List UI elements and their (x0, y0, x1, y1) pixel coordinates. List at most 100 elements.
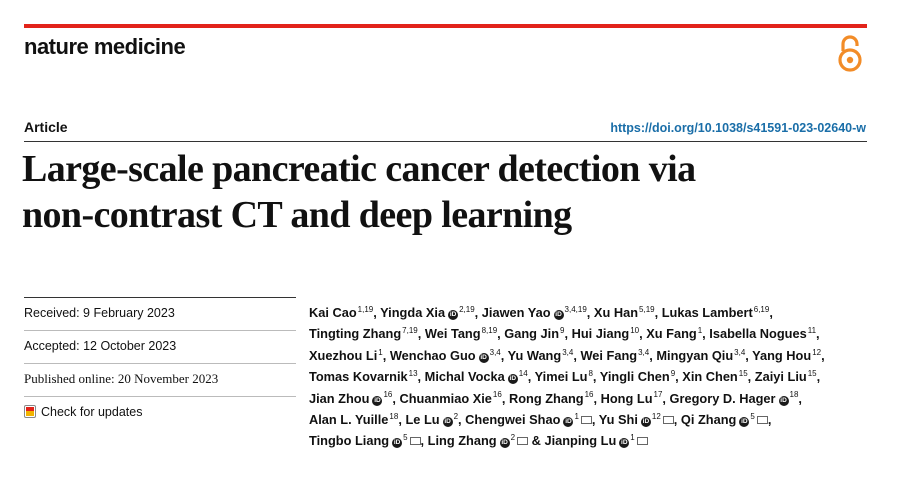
author-name-text: Michal Vocka (424, 369, 505, 385)
author-name[interactable]: Chengwei Shao iD1, (465, 411, 596, 428)
check-for-updates-button[interactable]: Check for updates (24, 396, 296, 426)
orcid-icon[interactable]: iD (499, 438, 510, 449)
author-name[interactable]: Chuanmiao Xie16, (399, 390, 506, 406)
email-icon[interactable] (756, 416, 768, 425)
author-name[interactable]: & Jianping Lu iD1 (532, 433, 648, 449)
author-affiliation: 16 (584, 390, 594, 400)
orcid-icon[interactable]: iD (778, 395, 789, 406)
author-affiliation: 2,19 (459, 304, 475, 314)
author-name[interactable]: Xin Chen15, (682, 368, 752, 385)
author-affiliation: 2 (510, 433, 516, 443)
author-name[interactable]: Isabella Nogues11, (709, 326, 820, 342)
author-affiliation: 16 (383, 390, 393, 400)
author-name[interactable]: Xu Han5,19, (593, 304, 659, 320)
author-list: Kai Cao1,19, Yingda Xia iD2,19, Jiawen Ya… (309, 302, 869, 452)
email-icon[interactable] (409, 437, 421, 446)
article-type: Article (24, 119, 68, 135)
author-name[interactable]: Yu Shi iD12, (598, 411, 678, 428)
author-name[interactable]: Gregory D. Hager iD18, (669, 390, 802, 406)
author-affiliation: 16 (492, 390, 502, 400)
author-name[interactable]: Wei Tang8,19, (424, 326, 501, 342)
journal-name[interactable]: nature medicine (24, 34, 186, 59)
orcid-icon[interactable]: iD (448, 310, 459, 320)
article-title: Large-scale pancreatic cancer detection … (22, 146, 872, 238)
author-name[interactable]: Xuezhou Li1, (309, 347, 387, 363)
author-affiliation: 1,19 (357, 304, 374, 314)
author-name[interactable]: Rong Zhang16, (508, 390, 598, 406)
author-name[interactable]: Wenchao Guo iD3,4, (389, 347, 505, 363)
email-icon[interactable] (517, 437, 529, 446)
author-name[interactable]: Wei Fang3,4, (580, 347, 653, 363)
orcid-icon[interactable]: iD (392, 438, 403, 449)
author-affiliation: 3,4 (562, 347, 574, 357)
orcid-icon[interactable]: iD (553, 310, 564, 320)
orcid-icon[interactable]: iD (739, 417, 750, 428)
author-affiliation: 14 (518, 368, 528, 378)
author-name-text: Lukas Lambert (661, 305, 753, 320)
header-divider (24, 141, 867, 142)
author-name-text: Yu Wang (507, 347, 562, 363)
author-name-text: Jianping Lu (544, 433, 617, 449)
author-name-text: Xin Chen (682, 369, 738, 385)
author-name[interactable]: Xu Fang1, (646, 326, 706, 342)
author-name-text: Ling Zhang (427, 433, 497, 449)
author-affiliation: 9 (670, 368, 676, 378)
email-icon[interactable] (580, 416, 592, 425)
header-accent-rule (24, 24, 867, 28)
author-name-text: Isabella Nogues (709, 326, 807, 342)
author-affiliation: 3,4 (638, 347, 650, 357)
author-name-text: Zaiyi Liu (754, 369, 807, 385)
open-access-icon[interactable] (834, 34, 866, 74)
author-name-text: Kai Cao (309, 305, 357, 320)
orcid-icon[interactable]: iD (507, 374, 518, 385)
author-affiliation: 18 (789, 390, 799, 400)
orcid-icon[interactable]: iD (640, 417, 651, 428)
author-affiliation: 3,4 (489, 347, 501, 357)
author-affiliation: 12 (651, 411, 661, 421)
author-name[interactable]: Tingbo Liang iD5, (309, 433, 425, 449)
author-name[interactable]: Qi Zhang iD5, (680, 411, 772, 428)
author-name-text: Hui Jiang (571, 326, 630, 342)
author-name[interactable]: Hong Lu17, (600, 390, 666, 406)
author-affiliation: 13 (408, 368, 418, 378)
author-name[interactable]: Gang Jin9, (504, 326, 569, 342)
author-affiliation: 1 (574, 411, 579, 421)
author-name[interactable]: Yingda Xia iD2,19, (380, 304, 479, 320)
publication-dates: Received: 9 February 2023 Accepted: 12 O… (24, 297, 296, 426)
author-name[interactable]: Jiawen Yao iD3,4,19, (481, 304, 591, 320)
author-name-text: Mingyan Qiu (656, 347, 734, 363)
author-name[interactable]: Yimei Lu8, (534, 368, 597, 385)
author-name[interactable]: Lukas Lambert6,19, (661, 304, 773, 320)
author-name[interactable]: Kai Cao1,19, (309, 304, 377, 320)
author-name[interactable]: Alan L. Yuille18, (309, 411, 402, 428)
author-name-text: Yang Hou (752, 347, 812, 363)
author-name[interactable]: Tingting Zhang7,19, (309, 326, 422, 342)
author-affiliation: 2 (453, 411, 459, 421)
author-affiliation: 1 (630, 433, 635, 443)
author-name-text: Hong Lu (600, 390, 653, 406)
email-icon[interactable] (636, 437, 648, 446)
author-name-text: Yu Shi (598, 412, 638, 428)
author-name-text: Xu Han (593, 305, 639, 320)
author-name[interactable]: Yang Hou12, (752, 347, 825, 363)
orcid-icon[interactable]: iD (619, 438, 630, 449)
orcid-icon[interactable]: iD (563, 417, 574, 428)
author-name[interactable]: Le Lu iD2, (405, 411, 462, 428)
author-name[interactable]: Michal Vocka iD14, (424, 368, 532, 385)
author-name[interactable]: Ling Zhang iD2 (427, 433, 529, 449)
author-name[interactable]: Yingli Chen9, (599, 368, 679, 385)
orcid-icon[interactable]: iD (478, 352, 489, 363)
author-name[interactable]: Jian Zhou iD16, (309, 390, 396, 406)
orcid-icon[interactable]: iD (372, 395, 383, 406)
author-name-text: Le Lu (405, 412, 440, 428)
author-name[interactable]: Hui Jiang10, (571, 326, 643, 342)
author-name[interactable]: Yu Wang3,4, (507, 347, 577, 363)
author-name[interactable]: Mingyan Qiu3,4, (656, 347, 749, 363)
author-name[interactable]: Tomas Kovarnik13, (309, 368, 422, 385)
author-affiliation: 9 (560, 326, 565, 336)
email-icon[interactable] (662, 416, 674, 425)
author-name[interactable]: Zaiyi Liu15, (754, 368, 821, 385)
doi-link[interactable]: https://doi.org/10.1038/s41591-023-02640… (610, 121, 866, 135)
orcid-icon[interactable]: iD (442, 417, 453, 428)
author-name-text: Wenchao Guo (389, 347, 476, 363)
